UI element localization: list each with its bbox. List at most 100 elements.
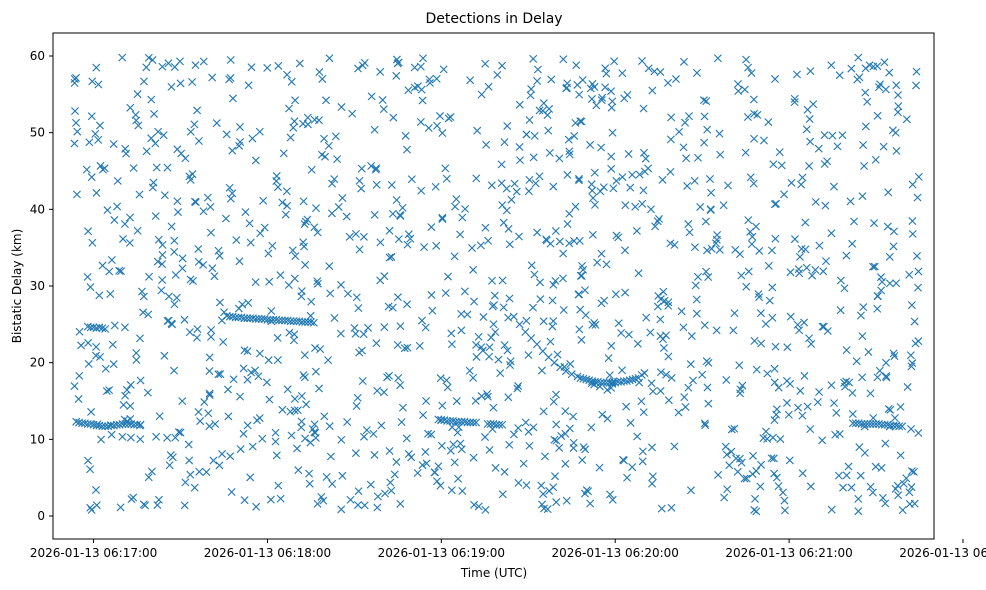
data-point (271, 428, 280, 437)
data-point (200, 398, 209, 407)
data-point (498, 276, 507, 285)
scatter-points (70, 53, 923, 516)
data-point (86, 503, 95, 512)
data-point (120, 323, 129, 332)
data-point (307, 297, 316, 306)
data-point (584, 487, 593, 496)
data-point (555, 237, 564, 246)
data-point (407, 175, 416, 184)
data-point (136, 435, 145, 444)
data-point (153, 501, 162, 510)
data-point (821, 201, 830, 210)
data-point (126, 213, 135, 222)
data-point (769, 160, 778, 169)
data-point (457, 326, 466, 335)
data-point (245, 219, 254, 228)
data-point (682, 154, 691, 163)
data-point (667, 503, 676, 512)
data-point (378, 96, 387, 105)
data-point (299, 197, 308, 206)
data-point (566, 360, 575, 369)
data-point (385, 253, 394, 262)
data-point (205, 422, 214, 431)
data-point (227, 488, 236, 496)
data-point (134, 121, 143, 130)
data-point (819, 322, 828, 331)
data-point (328, 179, 337, 188)
data-point (272, 451, 281, 460)
data-point (800, 318, 809, 327)
x-tick-label: 2026-01-13 06:22:00 (899, 546, 986, 560)
data-point (850, 217, 858, 226)
data-point (561, 407, 570, 416)
data-point (160, 191, 169, 200)
data-point (880, 58, 889, 67)
data-point (358, 377, 367, 386)
data-point (546, 239, 555, 248)
data-point (570, 131, 579, 140)
data-point (195, 467, 204, 476)
data-point (590, 200, 599, 209)
data-point (354, 304, 363, 313)
data-point (833, 142, 842, 151)
data-point (550, 358, 559, 367)
data-point (783, 343, 792, 352)
data-point (530, 131, 539, 140)
data-point (311, 433, 320, 442)
data-point (727, 425, 736, 434)
data-point (320, 412, 329, 421)
data-point (551, 390, 560, 399)
data-point (873, 111, 882, 120)
data-point (576, 374, 585, 382)
data-point (539, 99, 548, 108)
data-point (768, 283, 777, 292)
data-point (389, 113, 398, 122)
data-point (472, 418, 481, 427)
data-point (392, 196, 401, 204)
data-point (101, 324, 110, 333)
data-point (870, 219, 879, 228)
data-point (730, 309, 739, 318)
data-point (456, 439, 465, 448)
data-point (587, 180, 596, 189)
data-point (790, 94, 799, 103)
data-point (443, 383, 452, 392)
data-point (188, 277, 197, 285)
data-point (394, 235, 403, 244)
data-point (531, 179, 540, 188)
data-point (666, 135, 675, 144)
data-point (424, 429, 433, 438)
data-point (380, 489, 389, 498)
data-point (438, 214, 447, 223)
data-point (698, 370, 707, 379)
data-point (482, 140, 491, 149)
data-point (514, 382, 523, 391)
data-point (324, 141, 333, 150)
data-point (641, 154, 650, 163)
data-point (306, 311, 315, 320)
data-point (836, 276, 845, 285)
data-point (226, 452, 235, 461)
data-point (657, 504, 666, 513)
data-point (640, 369, 649, 378)
data-point (438, 129, 447, 138)
data-point (322, 96, 331, 105)
data-point (72, 73, 81, 82)
data-point (70, 139, 79, 148)
data-point (663, 78, 672, 87)
data-point (795, 326, 804, 335)
data-point (488, 276, 497, 285)
data-point (295, 59, 304, 68)
data-point (92, 342, 101, 351)
data-point (599, 183, 608, 192)
data-point (352, 293, 361, 302)
data-point (328, 479, 337, 488)
data-point (443, 272, 452, 281)
data-point (853, 75, 862, 84)
data-point (418, 96, 427, 105)
data-point (748, 232, 757, 241)
data-point (338, 194, 347, 203)
data-point (317, 492, 326, 501)
data-point (749, 95, 758, 104)
data-point (907, 425, 916, 433)
